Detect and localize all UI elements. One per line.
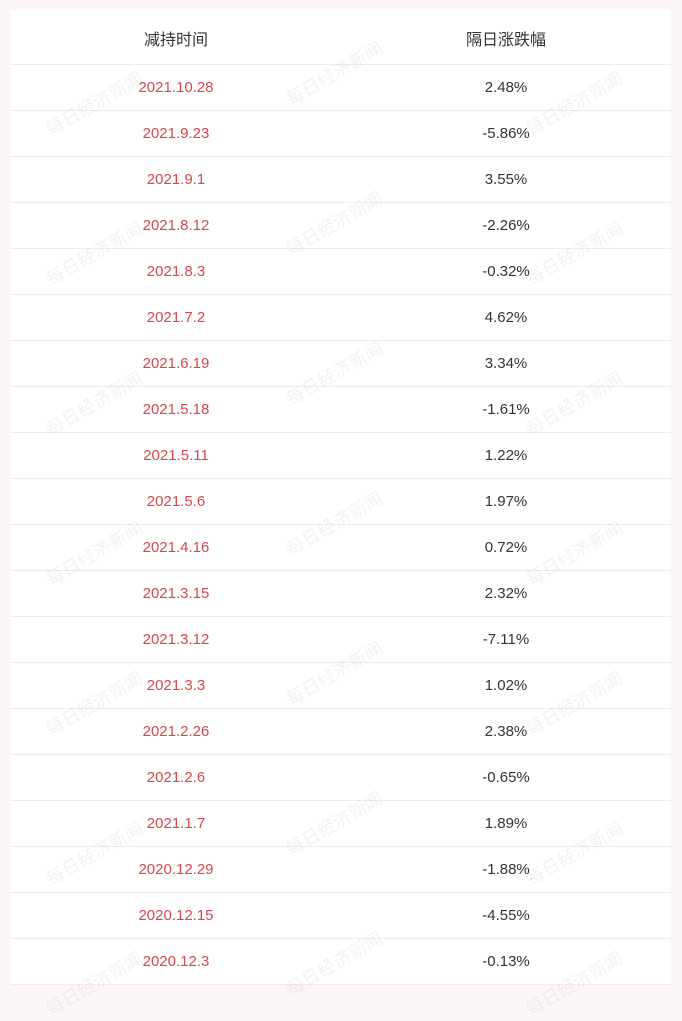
cell-pct: 1.89% <box>341 801 671 847</box>
cell-pct: -7.11% <box>341 617 671 663</box>
cell-date: 2021.5.6 <box>11 479 341 525</box>
cell-pct: 1.02% <box>341 663 671 709</box>
cell-pct: 3.34% <box>341 341 671 387</box>
cell-pct: 1.22% <box>341 433 671 479</box>
table-row: 2021.3.152.32% <box>11 571 671 617</box>
table-row: 2021.3.12-7.11% <box>11 617 671 663</box>
table-header-row: 减持时间 隔日涨跌幅 <box>11 10 671 65</box>
data-table-wrap: 减持时间 隔日涨跌幅 2021.10.282.48%2021.9.23-5.86… <box>11 10 671 985</box>
table-row: 2021.4.160.72% <box>11 525 671 571</box>
cell-date: 2021.8.3 <box>11 249 341 295</box>
cell-pct: 4.62% <box>341 295 671 341</box>
cell-date: 2020.12.29 <box>11 847 341 893</box>
cell-pct: 3.55% <box>341 157 671 203</box>
cell-date: 2020.12.3 <box>11 939 341 985</box>
cell-date: 2021.3.3 <box>11 663 341 709</box>
cell-date: 2021.6.19 <box>11 341 341 387</box>
table-row: 2021.9.23-5.86% <box>11 111 671 157</box>
cell-date: 2021.9.23 <box>11 111 341 157</box>
cell-date: 2021.10.28 <box>11 65 341 111</box>
table-row: 2021.9.13.55% <box>11 157 671 203</box>
table-row: 2021.2.6-0.65% <box>11 755 671 801</box>
table-body: 2021.10.282.48%2021.9.23-5.86%2021.9.13.… <box>11 65 671 985</box>
col-header-date: 减持时间 <box>11 10 341 65</box>
table-row: 2021.7.24.62% <box>11 295 671 341</box>
cell-date: 2021.9.1 <box>11 157 341 203</box>
table-row: 2020.12.15-4.55% <box>11 893 671 939</box>
table-row: 2020.12.29-1.88% <box>11 847 671 893</box>
cell-pct: -1.88% <box>341 847 671 893</box>
table-row: 2021.8.12-2.26% <box>11 203 671 249</box>
cell-pct: -2.26% <box>341 203 671 249</box>
cell-pct: -0.65% <box>341 755 671 801</box>
table-row: 2021.10.282.48% <box>11 65 671 111</box>
table-row: 2021.6.193.34% <box>11 341 671 387</box>
table-row: 2021.5.18-1.61% <box>11 387 671 433</box>
cell-pct: -0.32% <box>341 249 671 295</box>
cell-pct: -0.13% <box>341 939 671 985</box>
table-row: 2021.5.61.97% <box>11 479 671 525</box>
cell-pct: 2.48% <box>341 65 671 111</box>
cell-date: 2021.3.15 <box>11 571 341 617</box>
table-row: 2021.3.31.02% <box>11 663 671 709</box>
table-row: 2021.1.71.89% <box>11 801 671 847</box>
cell-date: 2021.7.2 <box>11 295 341 341</box>
cell-pct: 2.38% <box>341 709 671 755</box>
cell-pct: 1.97% <box>341 479 671 525</box>
cell-date: 2021.5.18 <box>11 387 341 433</box>
table-row: 2021.2.262.38% <box>11 709 671 755</box>
cell-date: 2020.12.15 <box>11 893 341 939</box>
reduction-table: 减持时间 隔日涨跌幅 2021.10.282.48%2021.9.23-5.86… <box>11 10 671 985</box>
cell-pct: -5.86% <box>341 111 671 157</box>
cell-pct: -1.61% <box>341 387 671 433</box>
cell-pct: 2.32% <box>341 571 671 617</box>
cell-date: 2021.2.26 <box>11 709 341 755</box>
cell-date: 2021.3.12 <box>11 617 341 663</box>
cell-date: 2021.2.6 <box>11 755 341 801</box>
cell-date: 2021.5.11 <box>11 433 341 479</box>
table-row: 2020.12.3-0.13% <box>11 939 671 985</box>
cell-date: 2021.1.7 <box>11 801 341 847</box>
cell-date: 2021.4.16 <box>11 525 341 571</box>
cell-pct: 0.72% <box>341 525 671 571</box>
table-row: 2021.8.3-0.32% <box>11 249 671 295</box>
table-row: 2021.5.111.22% <box>11 433 671 479</box>
col-header-pct: 隔日涨跌幅 <box>341 10 671 65</box>
cell-date: 2021.8.12 <box>11 203 341 249</box>
cell-pct: -4.55% <box>341 893 671 939</box>
